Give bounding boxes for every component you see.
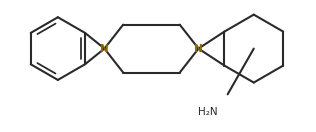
Text: N: N bbox=[100, 44, 109, 54]
Text: H₂N: H₂N bbox=[198, 107, 218, 117]
Text: N: N bbox=[194, 44, 203, 54]
